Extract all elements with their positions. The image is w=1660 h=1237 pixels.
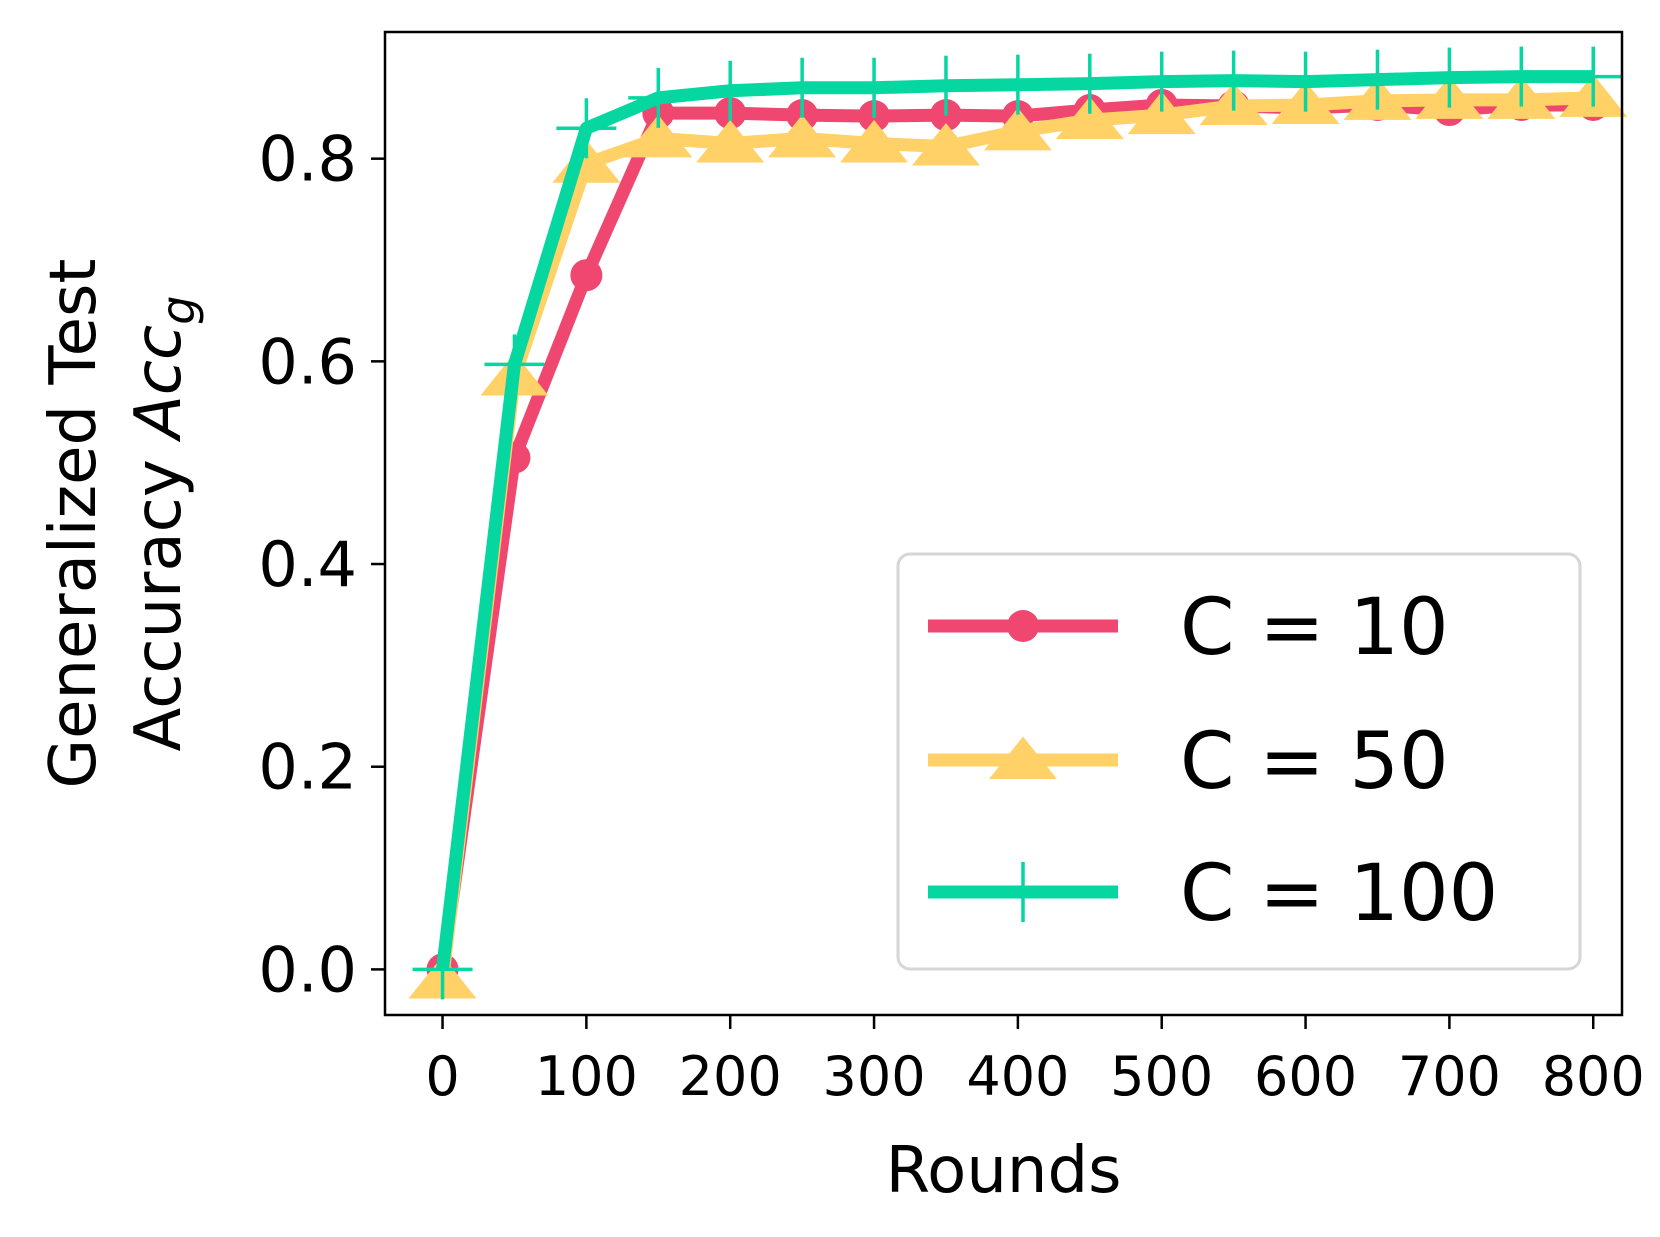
x-tick-label: 300 — [823, 1045, 926, 1108]
x-tick-label: 500 — [1110, 1045, 1213, 1108]
x-tick-label: 400 — [966, 1045, 1069, 1108]
data-point — [1059, 53, 1120, 114]
legend-marker — [989, 736, 1057, 779]
data-point — [840, 119, 909, 163]
series-layer — [408, 46, 1628, 1000]
legend-entries: C = 10 C = 50 C = 100 — [928, 583, 1498, 939]
x-tick-label: 600 — [1254, 1045, 1357, 1108]
y-axis-label-line2: Accuracy Accg — [122, 296, 205, 752]
y-tick-label: 0.0 — [258, 933, 357, 1006]
data-point — [1347, 49, 1408, 110]
x-tick-label: 800 — [1542, 1045, 1645, 1108]
y-axis-ticks: 0.0 0.2 0.4 0.6 0.8 — [258, 123, 385, 1006]
data-point — [624, 114, 693, 158]
plot-frame — [383, 30, 1624, 1017]
legend-marker — [1007, 610, 1039, 642]
y-axis-label-math-sub: g — [151, 296, 205, 325]
legend-label: C = 50 — [1180, 717, 1449, 807]
legend-marker — [993, 862, 1053, 922]
data-point — [484, 334, 545, 395]
x-tick-label: 0 — [425, 1045, 459, 1108]
x-tick-label: 700 — [1398, 1045, 1501, 1108]
x-tick-label: 200 — [679, 1045, 782, 1108]
data-point — [1491, 46, 1552, 107]
legend-entry: C = 50 — [928, 717, 1449, 807]
y-tick-label: 0.2 — [258, 731, 357, 804]
data-point — [1275, 51, 1336, 112]
x-axis-label: Rounds — [886, 1134, 1122, 1208]
legend: C = 10 C = 50 C = 100 — [896, 552, 1582, 971]
x-axis-ticks: 0 100 200 300 400 500 600 700 800 — [425, 1015, 1645, 1108]
data-point — [700, 60, 761, 121]
y-axis-label: Generalized Test Accuracy Accg — [37, 259, 205, 789]
y-axis-label-prefix: Accuracy — [122, 439, 196, 752]
data-point — [768, 114, 837, 158]
data-point — [983, 107, 1052, 151]
data-point — [556, 98, 617, 159]
data-point — [412, 939, 473, 1000]
data-point — [1131, 51, 1192, 112]
data-point — [628, 67, 689, 128]
data-point — [1127, 91, 1196, 135]
data-point — [911, 122, 980, 166]
y-tick-label: 0.8 — [258, 123, 357, 196]
legend-box — [896, 552, 1582, 971]
data-point — [1055, 96, 1124, 140]
data-point — [844, 57, 905, 118]
y-axis-label-line1: Generalized Test — [37, 259, 111, 789]
data-point — [1563, 46, 1624, 107]
data-point — [987, 54, 1048, 115]
data-point — [1419, 47, 1480, 108]
legend-entry: C = 100 — [928, 849, 1498, 939]
y-tick-label: 0.6 — [258, 325, 357, 398]
data-point — [1203, 50, 1264, 111]
x-tick-label: 100 — [535, 1045, 638, 1108]
legend-entry: C = 10 — [928, 583, 1449, 673]
data-point — [696, 119, 765, 163]
legend-label: C = 100 — [1180, 849, 1498, 939]
data-point — [772, 57, 833, 118]
data-point — [915, 55, 976, 116]
legend-label: C = 10 — [1180, 583, 1449, 673]
y-tick-label: 0.4 — [258, 528, 357, 601]
data-point — [570, 259, 603, 292]
series-3 — [412, 46, 1624, 1000]
y-axis-label-math: Acc — [122, 325, 196, 443]
